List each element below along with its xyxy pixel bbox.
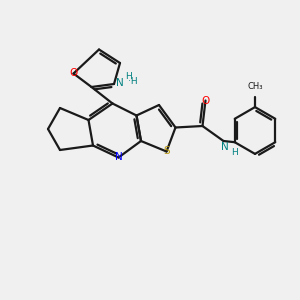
Text: O: O — [201, 95, 210, 106]
Text: N: N — [116, 78, 123, 88]
Text: CH₃: CH₃ — [247, 82, 263, 91]
Text: H: H — [231, 148, 237, 157]
Text: O: O — [69, 68, 78, 79]
Text: N: N — [221, 142, 229, 152]
Text: N: N — [115, 152, 122, 163]
Text: S: S — [163, 146, 170, 157]
Text: ·H: ·H — [128, 76, 138, 85]
Text: H: H — [126, 72, 132, 81]
